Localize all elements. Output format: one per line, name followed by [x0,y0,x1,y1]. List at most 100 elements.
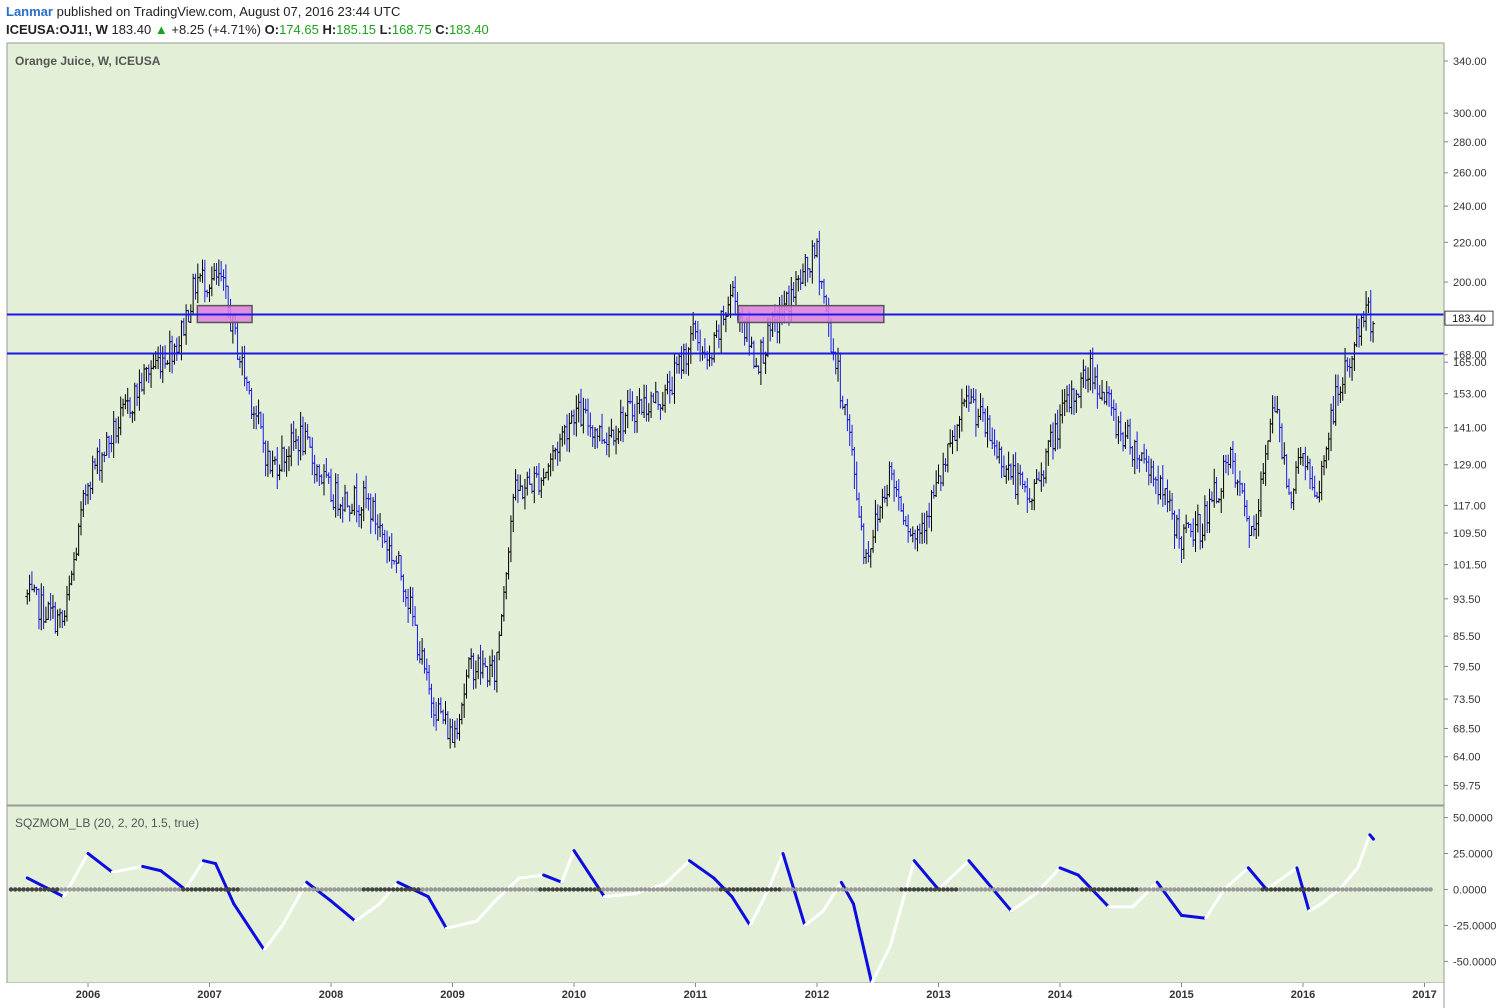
squeeze-dot [1092,887,1097,892]
squeeze-dot [1163,887,1169,892]
squeeze-dot [1428,887,1433,892]
squeeze-dot [832,887,837,892]
squeeze-dot [168,887,173,892]
squeeze-dot [449,887,455,892]
squeeze-dot [1277,887,1282,892]
squeeze-dot [853,887,858,892]
squeeze-dot [1168,887,1173,892]
squeeze-dot [1004,887,1009,892]
momentum-segment [602,892,637,899]
squeeze-dot [1260,887,1265,892]
momentum-segment [232,902,266,952]
squeeze-dot [126,887,131,892]
squeeze-dot [794,887,799,892]
squeeze-dot [844,887,849,892]
squeeze-dot [748,887,753,892]
momentum-segment [353,902,382,923]
squeeze-dot [802,887,807,892]
squeeze-dot [916,887,921,892]
squeeze-dot [714,887,719,892]
momentum-segment [542,873,564,884]
momentum-segment [517,873,546,880]
momentum-segment [1222,866,1250,891]
squeeze-dot [286,887,291,892]
symbol-label[interactable]: ICEUSA:OJ1!, W [6,22,108,37]
squeeze-dot [424,887,429,892]
squeeze-dot [781,887,786,892]
squeeze-dot [773,887,778,892]
price-tick-label: 168.00 [1453,350,1487,362]
squeeze-dot [668,887,673,892]
momentum-segment [201,859,218,866]
squeeze-dot [1218,887,1223,892]
momentum-pane-title: SQZMOM_LB (20, 2, 20, 1.5, true) [15,816,199,830]
axes: 340.00 300.00 280.00 260.00 240.00 220.00 200.… [0,43,1506,1008]
squeeze-dot [1063,887,1068,892]
squeeze-dot [17,887,22,892]
squeeze-dot [1105,887,1110,892]
momentum-segment [1246,866,1269,891]
squeeze-dot [617,887,623,892]
squeeze-dot [550,887,555,892]
price-tick-label: 280.00 [1453,137,1487,149]
squeeze-dot [1323,887,1328,892]
squeeze-dot [1193,887,1198,892]
squeeze-dot [655,887,660,892]
squeeze-dot [462,887,467,892]
squeeze-dot [1025,887,1030,892]
squeeze-dot [1327,887,1333,892]
squeeze-dot [1088,887,1093,892]
squeeze-dot [1050,887,1055,892]
author-link[interactable]: Lanmar [6,4,53,19]
squeeze-dot [958,887,963,892]
time-tick-label: 2008 [319,989,343,1001]
momentum-segment [1204,887,1226,920]
squeeze-dot [139,887,144,892]
squeeze-dot [1079,887,1085,892]
published-text: published on TradingView.com, August 07,… [56,4,401,19]
open-label: O: [264,22,280,37]
momentum-pane[interactable] [6,805,1445,984]
squeeze-dot [903,887,908,892]
squeeze-dot [869,887,875,892]
squeeze-dot [391,887,396,892]
squeeze-dot [1071,887,1076,892]
squeeze-dot [1033,887,1039,892]
squeeze-dot [332,887,337,892]
squeeze-dot [1130,887,1135,892]
squeeze-dot [122,887,127,892]
squeeze-dot [722,887,728,892]
squeeze-dot [924,887,929,892]
high-label: H: [322,22,337,37]
price-tick-label: 68.50 [1453,723,1481,735]
momentum-segment [870,945,892,985]
squeeze-dot [1256,887,1261,892]
momentum-segment [1009,892,1038,913]
squeeze-dot [1268,887,1274,892]
squeeze-dot [672,887,677,892]
price-tick-label: 93.50 [1453,594,1481,606]
squeeze-dot [38,887,43,892]
squeeze-dot [1386,887,1391,892]
squeeze-dot [823,887,828,892]
squeeze-dot [55,887,60,892]
open-value: 174.65 [279,22,319,37]
price-pane[interactable] [6,42,1445,806]
squeeze-dot [974,887,980,892]
squeeze-dot [601,887,606,892]
squeeze-dot [991,887,996,892]
squeeze-dot [445,887,450,892]
time-tick-label: 2014 [1048,989,1073,1001]
low-value: 168.75 [391,22,432,37]
squeeze-dot [1310,887,1316,892]
squeeze-dot [571,887,576,892]
squeeze-dot [265,887,270,892]
squeeze-dot [983,887,988,892]
squeeze-dot [1340,887,1345,892]
squeeze-dot [865,887,870,892]
squeeze-dot [1298,887,1303,892]
squeeze-dot [416,887,421,892]
squeeze-dot [42,887,47,892]
squeeze-dot [1394,887,1400,892]
